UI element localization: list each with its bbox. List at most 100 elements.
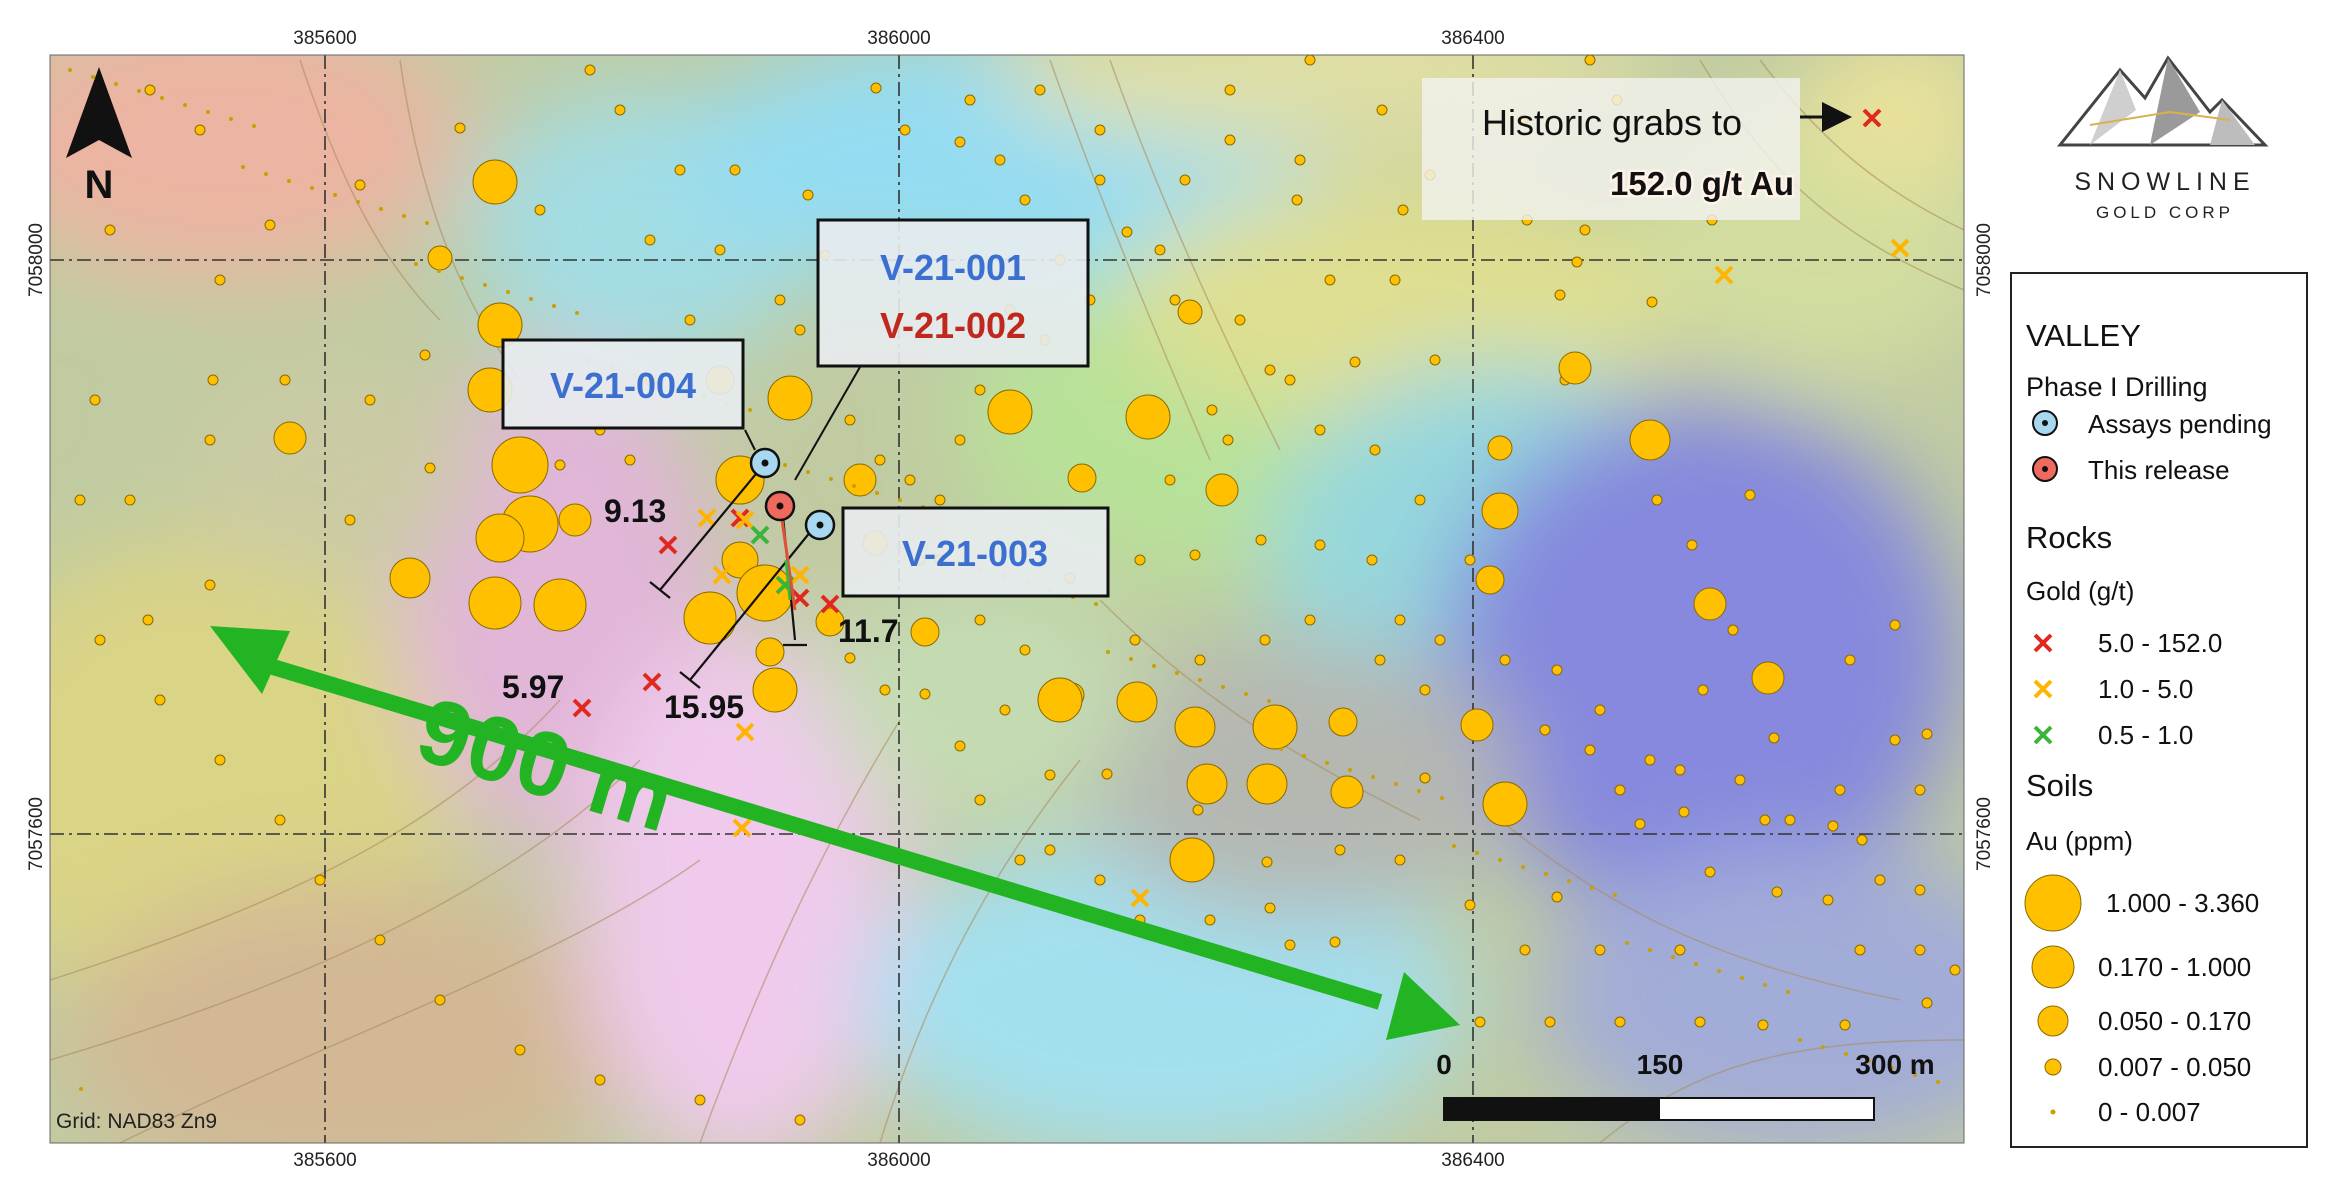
- easting-label-top: 386000: [867, 28, 930, 49]
- soil-sample-marker: [1584, 54, 1596, 66]
- map-frame: [49, 54, 1965, 1144]
- soil-sample-trace: [1325, 761, 1329, 765]
- soil-sample-marker: [1921, 997, 1933, 1009]
- soil-sample-marker: [274, 814, 286, 826]
- soil-sample-marker: [1499, 654, 1511, 666]
- soil-sample-marker: [1177, 299, 1203, 325]
- soil-sample-marker: [1329, 936, 1341, 948]
- soil-sample-trace: [252, 124, 256, 128]
- rock-mid-icon: [2033, 679, 2053, 699]
- soil-sample-trace: [506, 290, 510, 294]
- soil-sample-trace: [241, 165, 245, 169]
- soil-sample-marker: [1116, 681, 1158, 723]
- soil-sample-marker: [534, 204, 546, 216]
- soil-sample-marker: [1397, 204, 1409, 216]
- soil-sample-marker: [794, 1114, 806, 1126]
- soil-sample-marker: [1674, 944, 1686, 956]
- soil-sample-trace: [1371, 775, 1375, 779]
- soil-sample-marker: [1614, 784, 1626, 796]
- soil-sample-marker: [1519, 944, 1531, 956]
- soil-sample-trace: [1740, 976, 1744, 980]
- soil-sample-marker: [994, 154, 1006, 166]
- rock-value-label: 9.13: [604, 493, 666, 529]
- soil-sample-trace: [1913, 1073, 1917, 1077]
- soil-sample-marker: [1429, 354, 1441, 366]
- scale-label-150: 150: [1637, 1049, 1684, 1080]
- soil-sample-marker: [870, 82, 882, 94]
- soil-sample-marker: [1594, 944, 1606, 956]
- soil-sample-marker: [1419, 772, 1431, 784]
- soil-sample-marker: [1686, 539, 1698, 551]
- soil-sample-marker: [714, 244, 726, 256]
- soil-sample-trace: [264, 172, 268, 176]
- historic-note: Historic grabs to 152.0 g/t Au: [1422, 78, 1882, 220]
- soil-sample-trace: [1221, 685, 1225, 689]
- soil-sample-trace: [1867, 1059, 1871, 1063]
- soil-sample-marker: [1374, 654, 1386, 666]
- soil-sample-marker: [1394, 614, 1406, 626]
- soil-sample-marker: [1314, 424, 1326, 436]
- soil-sample-marker: [1224, 134, 1236, 146]
- soil-sample-marker: [954, 740, 966, 752]
- soil-sample-trace: [1786, 990, 1790, 994]
- soil-sample-marker: [1304, 54, 1316, 66]
- soil-sample-marker: [124, 494, 136, 506]
- soil-sample-trace: [1244, 692, 1248, 696]
- soil-sample-marker: [694, 1094, 706, 1106]
- scale-bar: 0 150 300 m: [1436, 1049, 1935, 1121]
- soil-sample-trace: [460, 276, 464, 280]
- soil-sample-marker: [204, 434, 216, 446]
- soil-sample-marker: [1294, 154, 1306, 166]
- callout-v-21-001-002: V-21-001 V-21-002: [816, 218, 1090, 368]
- soil-sample-trace: [852, 484, 856, 488]
- soil-sample-marker: [74, 494, 86, 506]
- rock-sample-marker: [820, 594, 840, 614]
- soil-sample-marker: [1328, 707, 1358, 737]
- soil-sample-marker: [1094, 874, 1106, 886]
- soil-sample-marker: [674, 164, 686, 176]
- soil-sample-marker: [874, 454, 886, 466]
- soil-sample-marker: [934, 494, 946, 506]
- soil-sample-marker: [1204, 914, 1216, 926]
- soil-sample-trace: [1567, 879, 1571, 883]
- soil-sample-marker: [1376, 104, 1388, 116]
- soil-sample-marker: [354, 179, 366, 191]
- soil-sample-marker: [1464, 899, 1476, 911]
- soil-sample-trace: [1590, 886, 1594, 890]
- callout-label-v-21-004: V-21-004: [550, 365, 696, 406]
- soil-sample-marker: [1034, 84, 1046, 96]
- soil-size-3-icon: [2037, 1005, 2069, 1037]
- rock-sample-marker: [730, 508, 750, 528]
- soil-sample-marker: [194, 124, 206, 136]
- soil-sample-trace: [68, 68, 72, 72]
- soil-sample-marker: [1205, 473, 1239, 507]
- soil-sample-trace: [1129, 657, 1133, 661]
- soil-sample-trace: [333, 193, 337, 197]
- historic-note-line2: 152.0 g/t Au: [1610, 165, 1794, 202]
- legend-this-release: This release: [2088, 455, 2230, 485]
- soil-sample-marker: [1174, 706, 1216, 748]
- soil-sample-marker: [1129, 634, 1141, 646]
- soil-sample-marker: [1475, 565, 1505, 595]
- soil-sample-marker: [1551, 664, 1563, 676]
- soil-sample-marker: [1544, 1016, 1556, 1028]
- soil-sample-trace: [1267, 699, 1271, 703]
- soil-sample-marker: [1694, 1016, 1706, 1028]
- soil-sample-trace: [1544, 872, 1548, 876]
- soil-sample-marker: [1186, 763, 1228, 805]
- soil-sample-marker: [1366, 554, 1378, 566]
- soil-sample-trace: [91, 75, 95, 79]
- this-release-icon: [2032, 456, 2058, 482]
- soil-sample-marker: [142, 614, 154, 626]
- soil-sample-trace: [1106, 650, 1110, 654]
- soil-sample-marker: [1874, 874, 1886, 886]
- soil-sample-marker: [1067, 463, 1097, 493]
- soil-sample-marker: [214, 274, 226, 286]
- soil-sample-marker: [144, 84, 156, 96]
- legend-soil-5: 0 - 0.007: [2098, 1097, 2201, 1127]
- rock-sample-marker: [735, 722, 755, 742]
- soil-sample-trace: [379, 207, 383, 211]
- soil-samples: [68, 54, 1961, 1126]
- rock-sample-marker: [1890, 238, 1910, 258]
